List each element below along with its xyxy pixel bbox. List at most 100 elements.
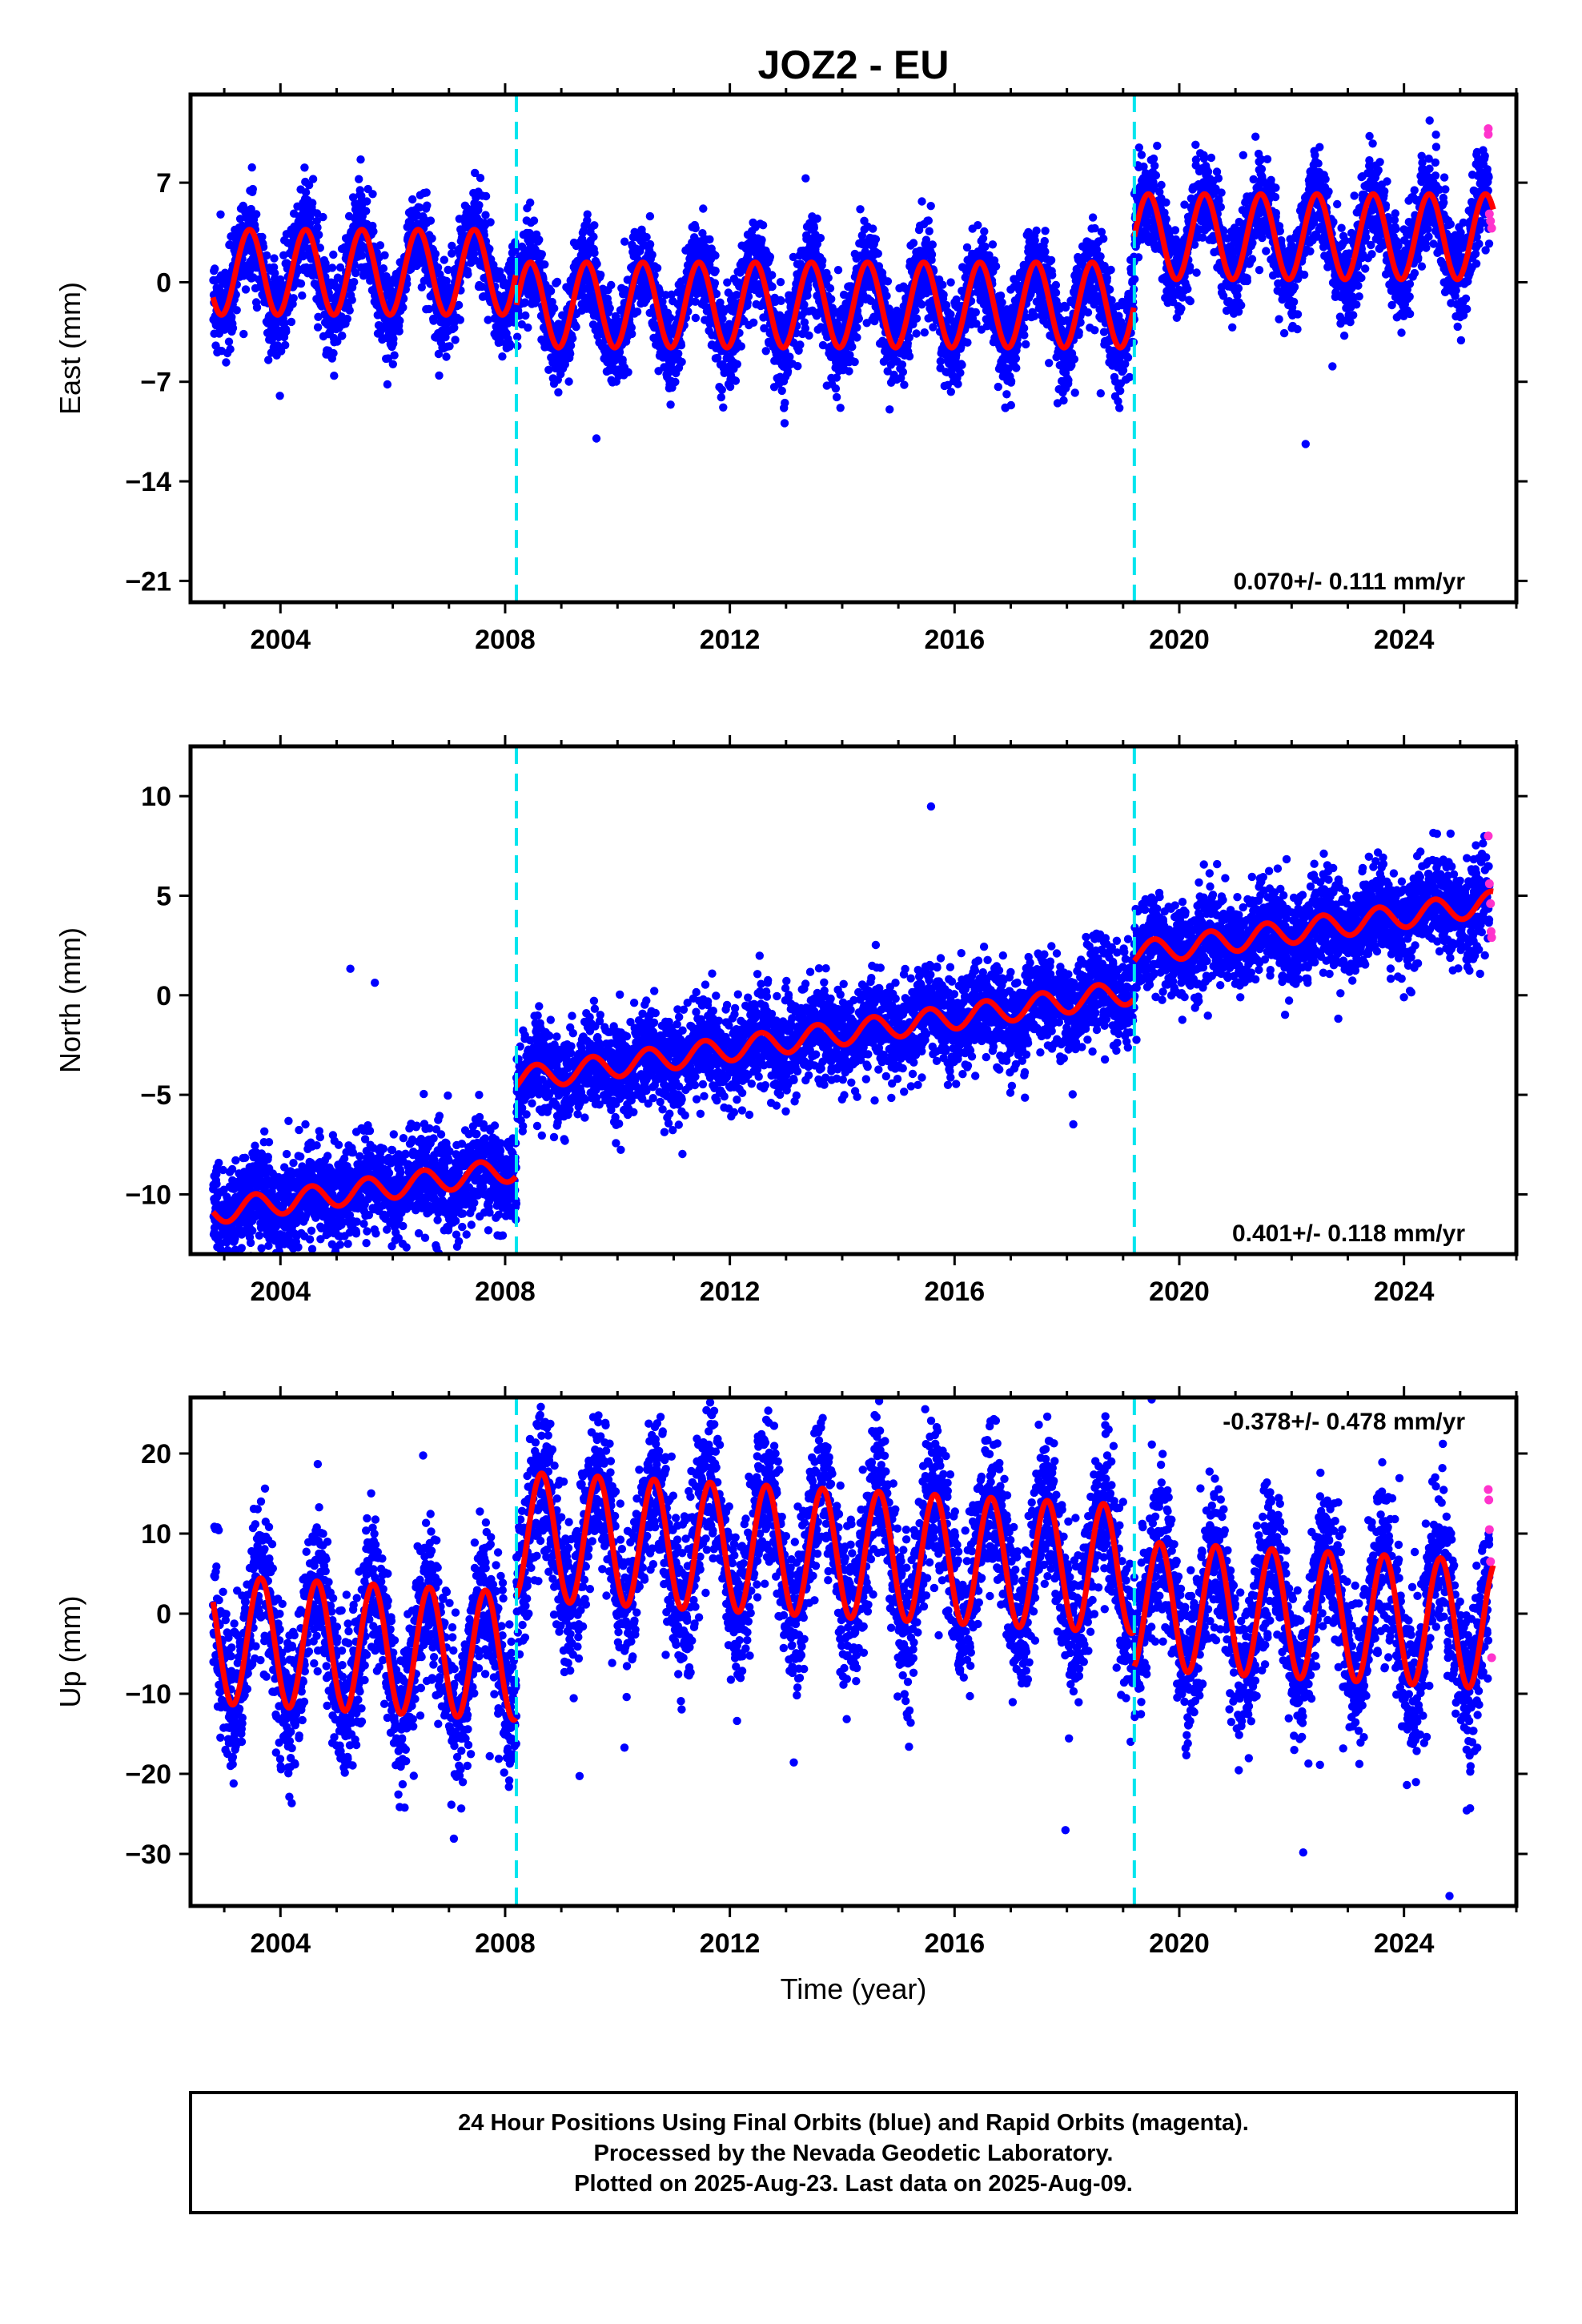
final-orbit-point [431, 249, 440, 259]
final-orbit-point [946, 310, 955, 319]
final-orbit-point [440, 255, 448, 264]
final-orbit-point [1123, 353, 1133, 362]
final-orbit-point [1030, 236, 1039, 245]
final-orbit-point [596, 271, 605, 279]
final-orbit-point [356, 155, 365, 164]
final-orbit-point [389, 334, 398, 344]
final-orbit-point [813, 214, 821, 223]
final-orbit-point [824, 273, 833, 283]
final-orbit-point [327, 263, 337, 272]
final-orbit-point [777, 296, 785, 305]
final-orbit-point [645, 211, 655, 221]
final-orbit-point [991, 262, 1001, 271]
final-orbit-point [1102, 274, 1112, 283]
final-orbit-point [1096, 252, 1105, 261]
final-orbit-point [803, 284, 813, 293]
final-orbit-point [954, 380, 962, 388]
final-orbit-point [433, 263, 443, 272]
final-orbit-point [329, 250, 338, 259]
final-orbit-point [592, 434, 601, 443]
final-orbit-point [1022, 340, 1030, 349]
final-orbit-point [445, 342, 454, 351]
final-orbit-point [885, 405, 894, 414]
final-orbit-point [583, 216, 592, 225]
final-orbit-point [566, 341, 576, 350]
final-orbit-point [362, 207, 371, 215]
final-orbit-point [227, 312, 236, 321]
final-orbit-point [281, 340, 290, 350]
final-orbit-point [583, 300, 592, 309]
final-orbit-point [853, 323, 861, 332]
final-orbit-point [912, 329, 921, 338]
final-orbit-point [731, 376, 741, 385]
final-orbit-point [645, 239, 655, 249]
final-orbit-point [733, 360, 741, 368]
final-orbit-point [222, 358, 231, 367]
final-orbit-point [832, 392, 841, 402]
final-orbit-point [396, 316, 404, 325]
final-orbit-point [304, 181, 314, 190]
final-orbit-point [319, 212, 327, 222]
final-orbit-point [1074, 328, 1083, 337]
final-orbit-point [869, 224, 877, 233]
final-orbit-point [388, 360, 397, 368]
final-orbit-point [368, 190, 377, 199]
final-orbit-point [942, 300, 951, 310]
final-orbit-point [677, 357, 686, 367]
final-orbit-point [1096, 389, 1106, 398]
final-orbit-point [917, 197, 926, 206]
final-orbit-point [512, 332, 522, 341]
final-orbit-point [247, 163, 256, 172]
final-orbit-point [484, 316, 492, 324]
final-orbit-point [1048, 271, 1057, 279]
final-orbit-point [1130, 275, 1139, 283]
final-orbit-point [277, 347, 286, 356]
final-orbit-point [831, 384, 841, 393]
final-orbit-point [315, 243, 324, 252]
final-orbit-point [348, 193, 358, 202]
final-orbit-point [475, 201, 484, 210]
final-orbit-point [691, 223, 700, 233]
final-orbit-point [526, 198, 535, 207]
final-orbit-point [1002, 390, 1011, 399]
final-orbit-point [258, 232, 267, 242]
final-orbit-point [671, 377, 680, 387]
final-orbit-point [911, 306, 920, 315]
final-orbit-point [271, 269, 279, 278]
final-orbit-point [905, 333, 914, 342]
final-orbit-point [224, 337, 234, 346]
final-orbit-point [765, 252, 775, 261]
final-orbit-point [252, 303, 262, 312]
final-orbit-point [314, 312, 323, 321]
final-orbit-point [434, 349, 444, 359]
final-orbit-point [710, 279, 720, 287]
final-orbit-point [308, 199, 317, 207]
final-orbit-point [1006, 376, 1016, 386]
final-orbit-point [583, 210, 592, 219]
final-orbit-point [920, 328, 930, 337]
final-orbit-point [809, 223, 818, 232]
final-orbit-point [1051, 288, 1061, 297]
final-orbit-point [347, 296, 356, 304]
final-orbit-point [300, 163, 309, 172]
final-orbit-point [988, 240, 998, 249]
final-orbit-point [296, 279, 306, 288]
final-orbit-point [471, 168, 480, 178]
final-orbit-point [313, 223, 322, 232]
final-orbit-point [817, 256, 827, 265]
final-orbit-point [232, 306, 241, 315]
final-orbit-point [423, 201, 432, 210]
final-orbit-point [535, 235, 544, 244]
final-orbit-point [448, 249, 456, 258]
final-orbit-point [424, 304, 433, 314]
final-orbit-point [883, 277, 893, 286]
final-orbit-point [833, 266, 843, 275]
final-orbit-point [481, 191, 491, 201]
final-orbit-point [262, 251, 271, 260]
final-orbit-point [1134, 143, 1144, 152]
final-orbit-point [358, 251, 367, 260]
final-orbit-point [1032, 226, 1041, 235]
final-orbit-point [939, 290, 948, 300]
final-orbit-point [827, 295, 836, 304]
